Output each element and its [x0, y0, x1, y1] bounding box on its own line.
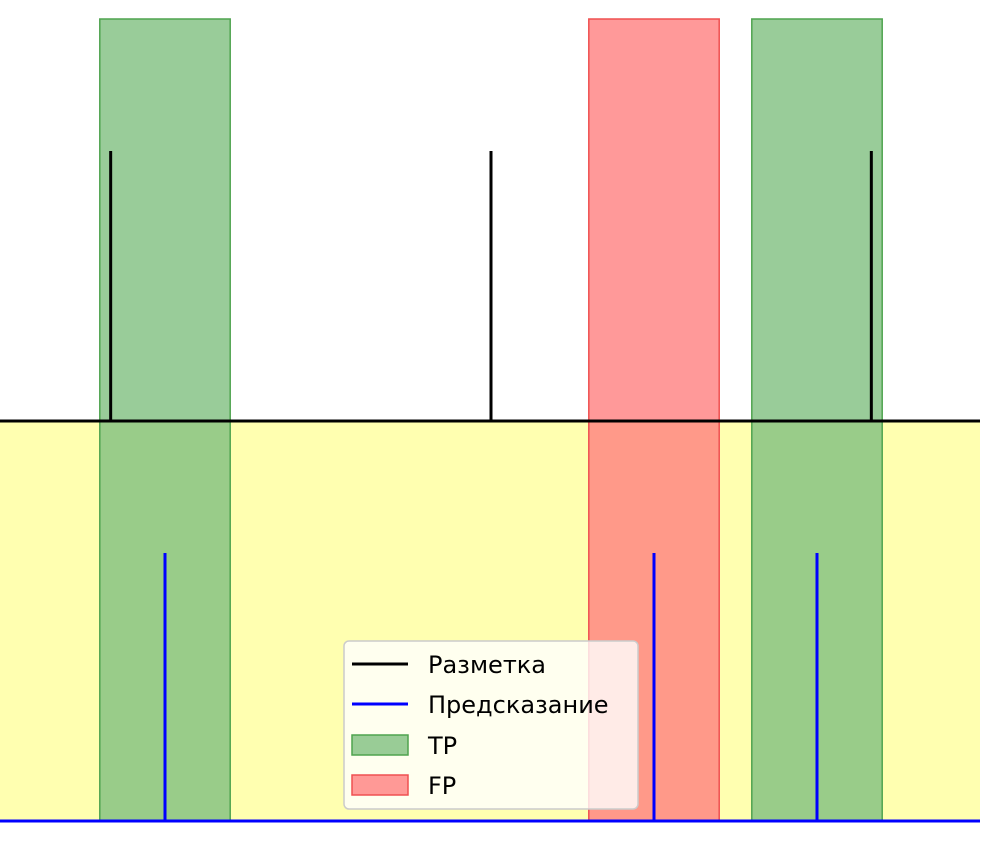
legend-swatch-tp: [351, 734, 409, 756]
legend-swatch-fp: [351, 774, 409, 796]
legend-label-tp: TP: [427, 732, 457, 760]
legend-frame: [343, 640, 639, 810]
ground-truth-events: [109, 151, 873, 421]
legend-label-fp: FP: [428, 772, 456, 800]
legend-label-ground-truth: Разметка: [428, 651, 546, 679]
legend: Разметка Предсказание TP FP: [343, 640, 639, 810]
legend-label-prediction: Предсказание: [428, 691, 609, 719]
prediction-events: [163, 553, 819, 821]
